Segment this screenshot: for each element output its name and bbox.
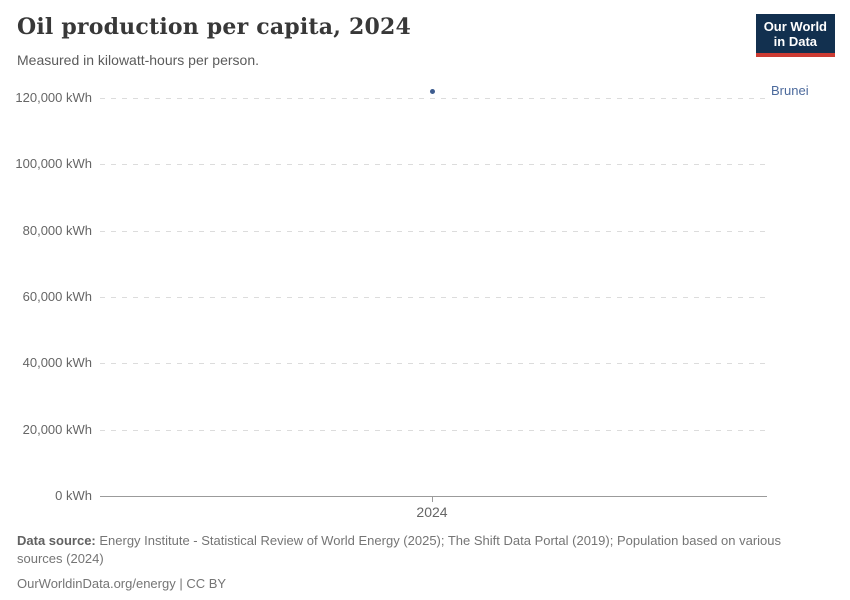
y-tick-label: 120,000 kWh — [15, 90, 92, 105]
attribution-line: OurWorldinData.org/energy | CC BY — [17, 575, 817, 593]
chart-footer: Data source: Energy Institute - Statisti… — [17, 532, 817, 593]
y-gridline — [100, 363, 767, 365]
data-source-line: Data source: Energy Institute - Statisti… — [17, 532, 817, 568]
y-tick-label: 80,000 kWh — [22, 222, 92, 238]
y-gridline — [100, 98, 767, 99]
y-gridline — [100, 429, 767, 431]
y-gridline — [100, 230, 767, 232]
y-tick-label: 20,000 kWh — [22, 421, 92, 437]
x-axis-baseline — [100, 496, 767, 497]
y-gridline — [100, 164, 767, 166]
owid-logo-line1: Our World — [763, 19, 827, 34]
y-tick-label: 60,000 kWh — [22, 289, 92, 304]
chart-subtitle: Measured in kilowatt-hours per person. — [17, 52, 260, 68]
chart-title: Oil production per capita, 2024 — [17, 14, 411, 40]
entity-label[interactable]: Brunei — [771, 83, 809, 99]
x-tick-label: 2024 — [416, 504, 448, 520]
x-tick-mark — [432, 497, 433, 502]
data-source-text: Energy Institute - Statistical Review of… — [17, 533, 782, 566]
y-tick-label: 100,000 kWh — [15, 156, 92, 172]
license-text: | CC BY — [175, 576, 227, 591]
y-gridline — [100, 297, 767, 298]
data-point[interactable] — [429, 88, 435, 94]
y-tick-label: 40,000 kWh — [22, 355, 92, 371]
y-tick-label: 0 kWh — [55, 488, 92, 503]
owid-logo-line2: in Data — [773, 34, 818, 49]
owid-logo[interactable]: Our World in Data — [755, 14, 835, 57]
plot-area: 0 kWh 20,000 kWh 40,000 kWh 60,000 kWh 80,00… — [15, 83, 809, 520]
owid-url-link[interactable]: OurWorldinData.org/energy — [17, 576, 176, 591]
data-source-label: Data source: — [17, 533, 96, 548]
